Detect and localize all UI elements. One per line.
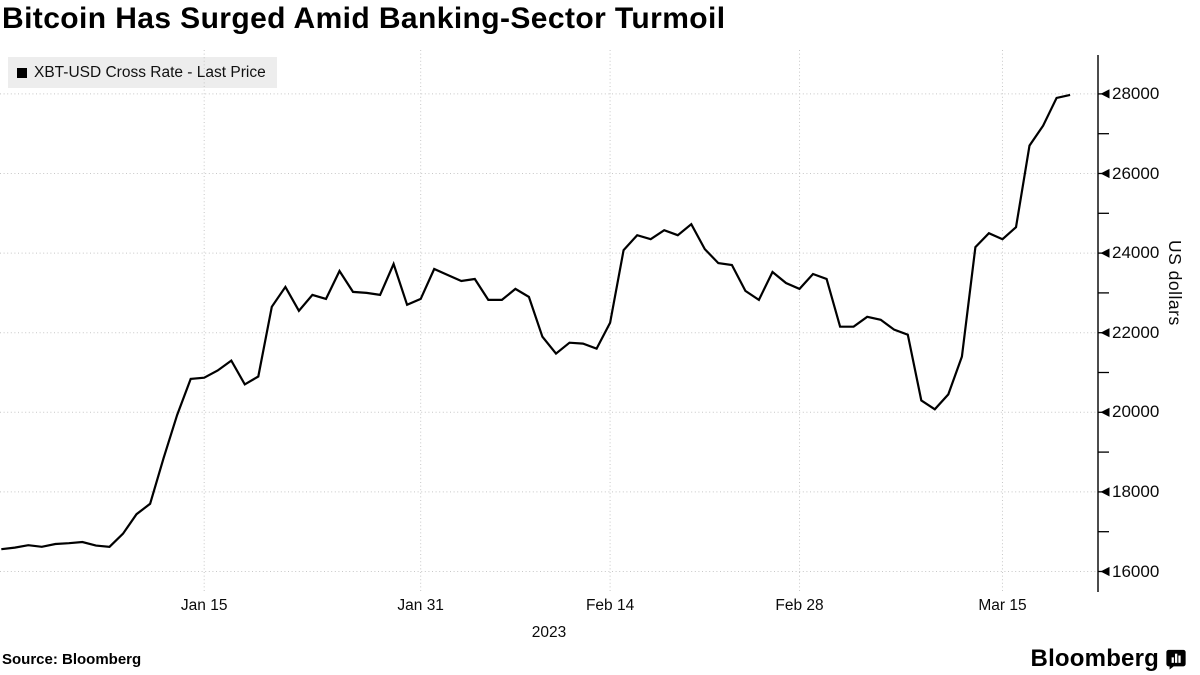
x-tick-label: Feb 14 — [585, 597, 635, 614]
y-tick-label: 16000 — [1112, 561, 1160, 581]
x-tick-label: Feb 28 — [775, 597, 824, 614]
legend: XBT-USD Cross Rate - Last Price — [8, 57, 277, 88]
y-tick-label: 20000 — [1112, 402, 1160, 422]
y-tick-arrow-icon — [1100, 328, 1110, 338]
y-tick-arrow-icon — [1100, 168, 1110, 179]
price-line — [1, 93, 1071, 551]
y-tick-arrow-icon — [1100, 487, 1110, 497]
bloomberg-wordmark: Bloomberg — [1030, 645, 1159, 672]
y-tick-label: 28000 — [1112, 83, 1160, 103]
source-note: Source: Bloomberg — [2, 651, 142, 668]
x-tick-label: Jan 31 — [397, 597, 444, 614]
page-title: Bitcoin Has Surged Amid Banking-Sector T… — [2, 2, 726, 35]
y-tick-arrow-icon — [1100, 89, 1110, 99]
bloomberg-chart-icon — [1166, 649, 1186, 670]
legend-label: XBT-USD Cross Rate - Last Price — [34, 63, 266, 81]
y-tick-label: 18000 — [1112, 481, 1160, 501]
y-axis-title: US dollars — [1165, 240, 1185, 326]
y-tick-label: 24000 — [1112, 243, 1160, 263]
y-tick-label: 22000 — [1112, 322, 1160, 342]
x-tick-label: Jan 15 — [180, 597, 228, 614]
bloomberg-logo: Bloomberg — [1031, 645, 1187, 673]
y-tick-arrow-icon — [1100, 248, 1110, 258]
y-tick-arrow-icon — [1100, 407, 1110, 417]
legend-swatch-icon — [17, 67, 27, 78]
x-axis-year-label: 2023 — [531, 624, 567, 641]
y-tick-arrow-icon — [1100, 566, 1110, 577]
y-tick-label: 26000 — [1112, 163, 1160, 183]
x-tick-label: Mar 15 — [978, 597, 1027, 614]
